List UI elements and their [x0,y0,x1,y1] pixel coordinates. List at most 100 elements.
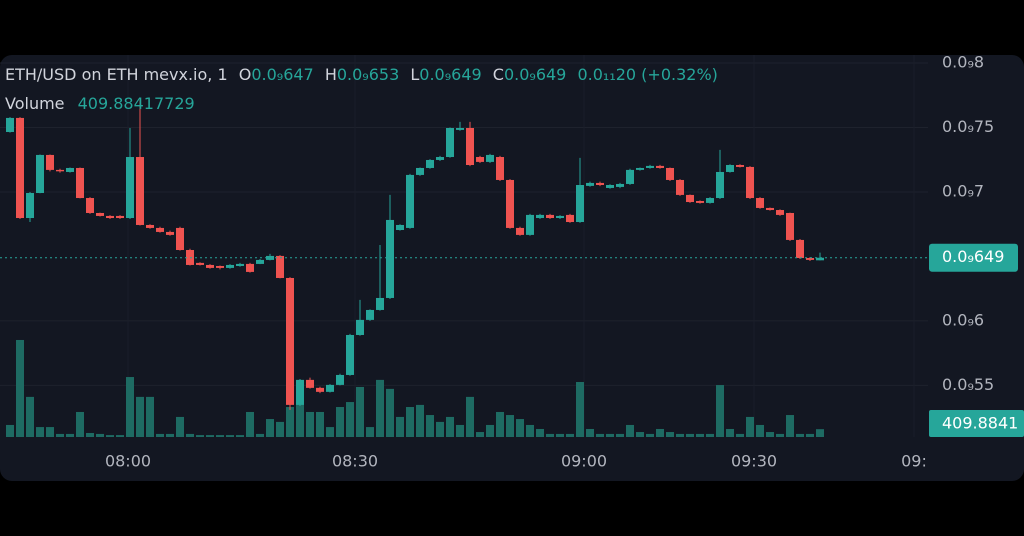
candle-body [536,214,544,219]
candle-body [56,169,64,172]
candle-body [6,117,14,132]
volume-bar [486,424,494,437]
x-tick-label: 09: [901,452,927,471]
candle-body [156,227,164,232]
volume-bar [206,435,214,437]
header: ETH/USD on ETH mevx.io, 1 O0.0₉647 H0.0₉… [5,65,718,84]
volume-bar [626,424,634,437]
candle-body [626,169,634,184]
volume-bar [196,435,204,437]
volume-bar [6,424,14,437]
volume-value: 409.88417729 [78,94,195,113]
volume-bar [426,415,434,437]
volume-bar [706,433,714,437]
volume-bar [116,435,124,437]
candle-body [566,214,574,223]
y-tick-label: 0.0₉55 [942,375,994,394]
volume-bar [186,433,194,437]
volume-bar [216,435,224,437]
candle-body [166,231,174,235]
volume-bar [266,419,274,437]
candle-body [126,157,134,219]
candle-body [116,215,124,219]
candle-body [766,207,774,211]
candle-body [206,264,214,268]
volume-bar [776,433,784,437]
volume-bar [256,433,264,437]
volume-bar [606,433,614,437]
volume-bar [406,407,414,437]
volume-bar [136,396,144,437]
candle-body [376,297,384,310]
l-key: L [410,65,419,84]
volume-bar [246,411,254,437]
volume-bar [86,432,94,437]
volume-bar [376,379,384,437]
candle-body [276,255,284,278]
last-price-box [929,243,1018,272]
candle-body [386,219,394,298]
candle-layer [6,100,824,410]
candle-body [296,379,304,405]
volume-bar [546,433,554,437]
candle-body [676,179,684,195]
volume-bar [466,396,474,437]
volume-bar [556,433,564,437]
volume-bar [636,432,644,437]
volume-bar [656,428,664,437]
candle-body [576,184,584,223]
h-key: H [325,65,337,84]
volume-bar [726,428,734,437]
volume-bar [526,424,534,437]
volume-bar [616,433,624,437]
volume-bar [96,433,104,437]
o-value: 0.0₉647 [251,65,313,84]
candle-body [306,379,314,388]
candle-body [616,183,624,187]
candle-body [476,157,484,162]
candle-body [236,263,244,266]
candle-body [416,167,424,175]
volume-bar [46,427,54,437]
volume-bar [686,433,694,437]
volume-bar [436,421,444,437]
candle-body [516,227,524,235]
candle-body [326,384,334,392]
candle-body [46,154,54,170]
volume-bar [286,407,294,437]
volume-bar [146,396,154,437]
o-key: O [239,65,252,84]
x-tick-label: 09:30 [731,452,777,471]
candle-body [806,257,814,260]
volume-bar [66,433,74,437]
volume-bar [506,415,514,437]
volume-bar [336,407,344,437]
volume-value-label: 409.8841 [942,414,1018,433]
candle-body [106,215,114,219]
candle-body [146,224,154,228]
volume-bar [416,404,424,437]
volume-bar [76,411,84,437]
h-value: 0.0₉653 [337,65,399,84]
candle-body [726,165,734,172]
y-tick-label: 0.0₉7 [942,181,984,200]
candle-body [436,157,444,160]
volume-bar [476,432,484,437]
candle-body [456,127,464,130]
volume-bar [736,433,744,437]
candle-body [466,127,474,166]
volume-bar [756,424,764,437]
candle-body [256,259,264,264]
candle-body [736,165,744,167]
candle-body [16,117,24,219]
volume-bar [446,416,454,437]
candle-body [606,184,614,188]
candle-body [286,277,294,405]
volume-bar [396,416,404,437]
volume-bar [16,339,24,437]
candle-body [346,334,354,375]
volume-bar [166,433,174,437]
candle-body [526,214,534,235]
volume-title: Volume [5,94,65,113]
grid [0,55,928,437]
